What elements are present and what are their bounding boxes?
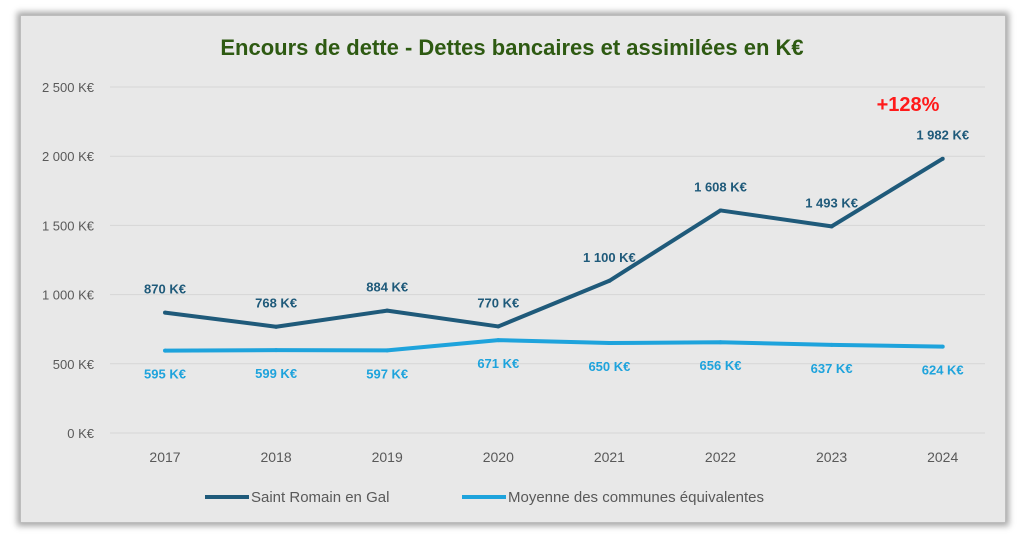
x-tick-label: 2018 xyxy=(261,449,292,465)
data-label: 1 608 K€ xyxy=(694,179,747,194)
data-point xyxy=(163,310,167,315)
data-label: 768 K€ xyxy=(255,296,297,311)
data-label: 624 K€ xyxy=(922,363,964,378)
data-label: 656 K€ xyxy=(700,358,742,373)
growth-annotation: +128% xyxy=(877,94,940,116)
y-tick-label: 1 500 K€ xyxy=(42,218,95,233)
data-point xyxy=(274,348,279,353)
data-label: 1 100 K€ xyxy=(583,250,636,265)
data-point xyxy=(940,156,945,161)
data-label: 884 K€ xyxy=(366,280,408,295)
data-label: 671 K€ xyxy=(477,356,519,371)
data-point xyxy=(607,278,612,283)
data-point xyxy=(496,324,501,329)
data-label: 1 493 K€ xyxy=(805,195,858,210)
y-tick-label: 0 K€ xyxy=(67,426,95,441)
data-label: 1 982 K€ xyxy=(916,128,969,143)
legend-label: Saint Romain en Gal xyxy=(251,489,389,506)
data-point xyxy=(718,208,723,213)
y-tick-label: 1 000 K€ xyxy=(42,288,95,303)
data-label: 870 K€ xyxy=(144,282,186,297)
data-label: 597 K€ xyxy=(366,366,408,381)
chart-panel xyxy=(20,15,1006,523)
data-point xyxy=(940,344,945,349)
x-tick-label: 2020 xyxy=(483,449,514,465)
x-tick-label: 2023 xyxy=(816,449,847,465)
data-label: 770 K€ xyxy=(477,295,519,310)
y-tick-label: 2 000 K€ xyxy=(42,149,95,164)
data-point xyxy=(829,224,834,229)
data-point xyxy=(829,342,834,347)
x-tick-label: 2017 xyxy=(149,449,180,465)
data-point xyxy=(274,324,279,329)
data-label: 650 K€ xyxy=(588,359,630,374)
x-tick-label: 2024 xyxy=(927,449,958,465)
x-tick-label: 2019 xyxy=(372,449,403,465)
chart-title: Encours de dette - Dettes bancaires et a… xyxy=(220,35,803,60)
data-point xyxy=(385,348,390,353)
data-label: 595 K€ xyxy=(144,367,186,382)
x-tick-label: 2021 xyxy=(594,449,625,465)
y-tick-label: 2 500 K€ xyxy=(42,80,95,95)
data-point xyxy=(496,338,501,343)
data-point xyxy=(718,340,723,345)
legend-label: Moyenne des communes équivalentes xyxy=(508,489,764,506)
data-point xyxy=(385,308,390,313)
x-tick-label: 2022 xyxy=(705,449,736,465)
data-label: 599 K€ xyxy=(255,366,297,381)
series-line-0 xyxy=(164,156,944,329)
y-tick-label: 500 K€ xyxy=(53,357,95,372)
data-point xyxy=(607,341,612,346)
data-label: 637 K€ xyxy=(811,361,853,376)
series-line-1 xyxy=(164,338,943,353)
data-point xyxy=(163,348,167,353)
